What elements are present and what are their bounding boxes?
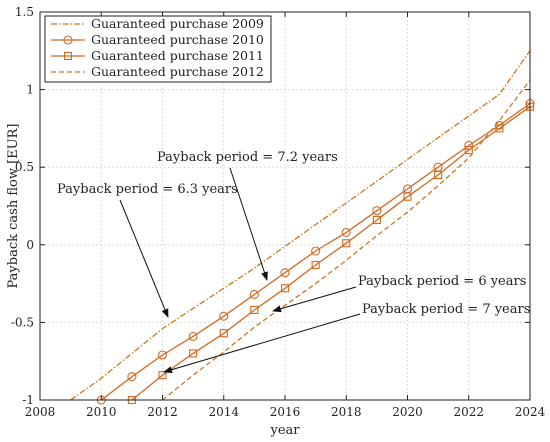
annotation-arrow-6-3-years (119, 199, 169, 318)
y-tick-label: -0.5 (11, 315, 34, 329)
data-point (189, 349, 198, 358)
legend-entry-2009: Guaranteed purchase 2009 (51, 16, 264, 31)
data-point (280, 284, 290, 293)
data-point (157, 350, 168, 360)
annotation-6-3-years: Payback period = 6.3 years (57, 182, 238, 318)
annotation-arrow-7-years (163, 313, 361, 374)
annotation-7-years: Payback period = 7 years (163, 302, 530, 374)
legend-label-2009: Guaranteed purchase 2009 (91, 16, 264, 31)
annotations: Payback period = 7.2 years Payback perio… (57, 150, 530, 374)
x-axis-label: year (269, 423, 300, 438)
data-point (341, 227, 351, 237)
data-point (219, 329, 228, 338)
legend-entry-2011: Guaranteed purchase 2011 (51, 48, 264, 63)
ticks: 2008 2010 2012 2014 2016 2018 2020 2022 2024 -1 -0… (11, 5, 546, 419)
annotation-label-7-years: Payback period = 7 years (362, 302, 530, 317)
legend-marker-2011 (63, 51, 73, 61)
y-tick-label: 0.5 (15, 160, 34, 174)
data-point (127, 372, 137, 382)
series-2 (96, 99, 535, 405)
x-tick-label: 2008 (25, 405, 56, 419)
x-tick-label: 2010 (86, 405, 117, 419)
data-point (342, 239, 351, 248)
data-point (372, 206, 382, 216)
annotation-arrow-6-years (272, 286, 357, 313)
series-line-2 (100, 103, 531, 401)
legend-label-2012: Guaranteed purchase 2012 (91, 64, 264, 79)
annotation-7-2-years: Payback period = 7.2 years (157, 150, 338, 281)
annotation-6-years: Payback period = 6 years (272, 274, 526, 313)
annotation-arrow-7-2-years (229, 167, 268, 281)
data-point (434, 170, 443, 180)
annotation-label-6-years: Payback period = 6 years (358, 274, 526, 289)
annotation-label-7-2-years: Payback period = 7.2 years (157, 150, 338, 165)
data-point (158, 371, 167, 380)
data-point (495, 124, 504, 133)
annotation-label-6-3-years: Payback period = 6.3 years (57, 182, 238, 197)
legend-label-2011: Guaranteed purchase 2011 (91, 48, 264, 63)
legend-entry-2010: Guaranteed purchase 2010 (51, 32, 264, 47)
x-tick-label: 2018 (331, 405, 362, 419)
data-point (219, 311, 229, 321)
series-line-3 (131, 106, 531, 401)
data-point (249, 289, 259, 300)
legend-marker-2010 (63, 35, 73, 45)
legend: Guaranteed purchase 2009 Guaranteed purc… (44, 15, 272, 83)
x-tick-label: 2014 (208, 405, 239, 419)
y-tick-label: 1.5 (15, 5, 34, 19)
legend-label-2010: Guaranteed purchase 2010 (91, 32, 264, 47)
data-point (250, 305, 259, 315)
x-tick-label: 2016 (270, 405, 301, 419)
data-point (188, 331, 198, 341)
y-tick-label: 0 (26, 238, 34, 252)
x-tick-label: 2020 (392, 405, 423, 419)
series-1 (70, 50, 531, 401)
y-tick-label: -1 (22, 393, 34, 407)
data-point (311, 260, 320, 270)
series-layer (70, 50, 535, 405)
data-point (464, 146, 473, 155)
x-tick-label: 2024 (515, 405, 546, 419)
series-line-1 (70, 50, 531, 401)
x-tick-label: 2012 (147, 405, 178, 419)
data-point (403, 192, 412, 201)
data-point (311, 246, 321, 256)
legend-box (44, 15, 272, 83)
data-point (280, 268, 290, 278)
y-tick-label: 1 (26, 83, 34, 97)
x-tick-label: 2022 (453, 405, 484, 419)
legend-entry-2012: Guaranteed purchase 2012 (51, 64, 264, 79)
y-axis-label: Payback cash flow [EUR] (6, 124, 21, 289)
data-point (372, 215, 381, 225)
